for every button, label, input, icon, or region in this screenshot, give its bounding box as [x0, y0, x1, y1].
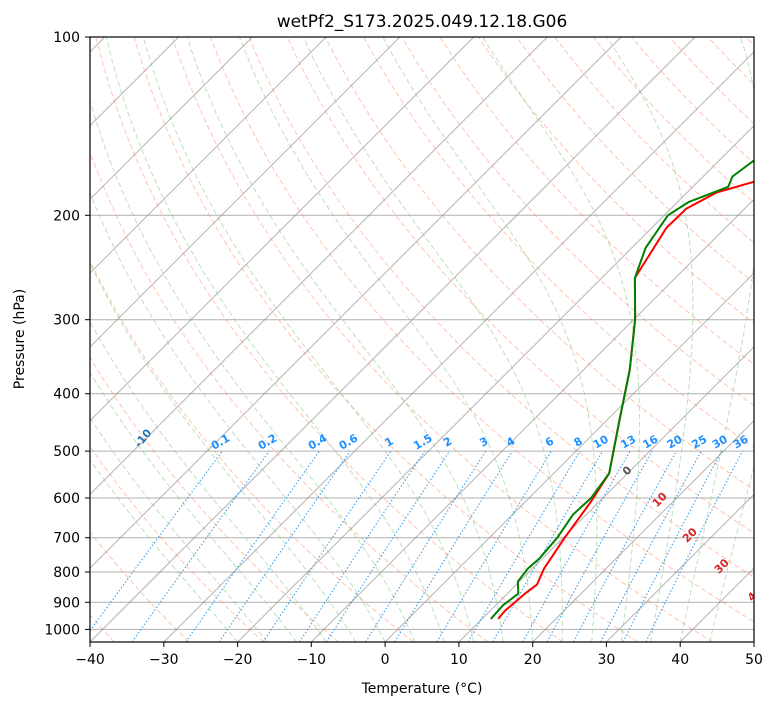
mixing-ratio-lines — [90, 450, 743, 642]
dry-adiabat-line — [171, 37, 713, 642]
mixing-ratio-line — [299, 450, 426, 642]
isotherm-line — [90, 37, 401, 348]
y-tick-label: 600 — [53, 491, 80, 507]
dry-adiabat-line — [90, 259, 414, 642]
moist-adiabat-line — [382, 37, 598, 642]
y-tick-label: 700 — [53, 531, 80, 547]
mixing-ratio-line — [365, 450, 487, 642]
x-axis-ticks: −40 −30 −20 −10 0 10 20 30 40 50 — [75, 642, 763, 668]
y-axis-label: Pressure (hPa) — [12, 289, 28, 389]
mixing-ratio-line — [131, 450, 270, 642]
y-tick-label: 800 — [53, 565, 80, 581]
mixing-ratio-line — [573, 450, 677, 642]
moist-adiabat-line — [303, 37, 563, 642]
x-tick-label: 0 — [381, 652, 390, 668]
dry-adiabat-line — [95, 37, 564, 642]
isotherm-line — [90, 37, 475, 422]
dry-adiabat-line — [210, 37, 754, 623]
dry-adiabat-line — [286, 37, 754, 534]
moist-adiabat-line — [90, 262, 357, 642]
isotherm-line — [90, 37, 696, 642]
dry-adiabat-line — [90, 150, 489, 642]
y-tick-label: 500 — [53, 444, 80, 460]
mixing-ratio-line — [546, 450, 653, 642]
profile-series — [490, 159, 754, 620]
x-tick-label: 30 — [597, 652, 615, 668]
isotherm-line — [532, 419, 754, 642]
y-tick-label: 400 — [53, 387, 80, 403]
x-tick-label: 20 — [524, 652, 542, 668]
dry-adiabat-line — [90, 356, 339, 642]
x-axis-label: Temperature (°C) — [361, 681, 483, 697]
moist-adiabat-line — [90, 191, 386, 642]
x-tick-label: −10 — [297, 652, 327, 668]
dry-adiabat-line — [90, 531, 190, 642]
isotherm-line — [310, 198, 754, 642]
moist-adiabats — [90, 37, 754, 642]
dry-adiabat-line — [363, 37, 754, 449]
moist-adiabat-line — [90, 320, 327, 642]
dry-adiabat-line — [90, 445, 265, 642]
dry-adiabat-line — [401, 37, 754, 407]
moist-adiabat-line — [482, 37, 640, 642]
isotherm-line — [237, 124, 754, 642]
dry-adiabat-line — [133, 37, 639, 642]
mixing-ratio-line — [436, 450, 552, 642]
moist-adiabat-line — [606, 37, 694, 642]
x-tick-label: −20 — [223, 652, 253, 668]
mixing-ratio-line — [394, 450, 513, 642]
pressure-grid — [90, 37, 754, 630]
y-tick-label: 200 — [53, 208, 80, 224]
moist-adiabat-line — [90, 458, 238, 642]
mixing-ratio-line — [645, 450, 743, 642]
moist-adiabat-line — [709, 464, 754, 642]
mixing-ratio-line — [522, 450, 631, 642]
mixing-ratio-line — [218, 450, 351, 642]
isotherm-line — [90, 37, 327, 274]
y-tick-label: 100 — [53, 30, 80, 46]
dry-adiabat-line — [439, 37, 754, 365]
mixing-ratio-line — [185, 450, 320, 642]
mixing-ratio-line — [600, 450, 702, 642]
dry-adiabat-line — [324, 37, 754, 491]
isotherm-line — [458, 346, 754, 642]
y-tick-label: 900 — [53, 595, 80, 611]
isotherm-line — [90, 37, 622, 569]
moist-adiabat-line — [90, 371, 297, 642]
y-tick-label: 300 — [53, 313, 80, 329]
moist-adiabat-line — [679, 37, 754, 642]
y-axis-ticks: 100 200 300 400 500 600 700 800 900 1000 — [44, 30, 90, 638]
moist-adiabat-line — [90, 416, 268, 642]
dry-adiabat-line — [248, 37, 754, 578]
moist-adiabat-line — [239, 37, 534, 642]
dewpoint-series-line — [490, 159, 754, 620]
moist-adiabat-line — [142, 37, 475, 642]
isotherm-line — [163, 51, 754, 642]
chart-title: wetPf2_S173.2025.049.12.18.G06 — [277, 12, 568, 32]
x-tick-label: 50 — [745, 652, 763, 668]
mixing-ratio-line — [325, 450, 450, 642]
plot-frame — [89, 36, 755, 643]
skewed-isotherms — [90, 37, 754, 642]
isotherm-line — [90, 37, 548, 496]
isotherm-line — [90, 37, 253, 201]
moist-adiabat-line — [186, 37, 504, 642]
mixing-ratio-line — [622, 450, 723, 642]
x-tick-label: −40 — [75, 652, 105, 668]
x-tick-label: 40 — [671, 652, 689, 668]
isotherm-line — [384, 272, 754, 642]
mixing-ratio-line — [90, 450, 223, 632]
moist-adiabat-line — [105, 37, 445, 642]
y-tick-label: 1000 — [44, 622, 80, 638]
moist-adiabat-label: 40 — [745, 584, 765, 604]
x-tick-label: 10 — [450, 652, 468, 668]
mixing-ratio-line — [262, 450, 392, 642]
x-tick-label: −30 — [149, 652, 179, 668]
isotherm-line — [606, 493, 754, 642]
